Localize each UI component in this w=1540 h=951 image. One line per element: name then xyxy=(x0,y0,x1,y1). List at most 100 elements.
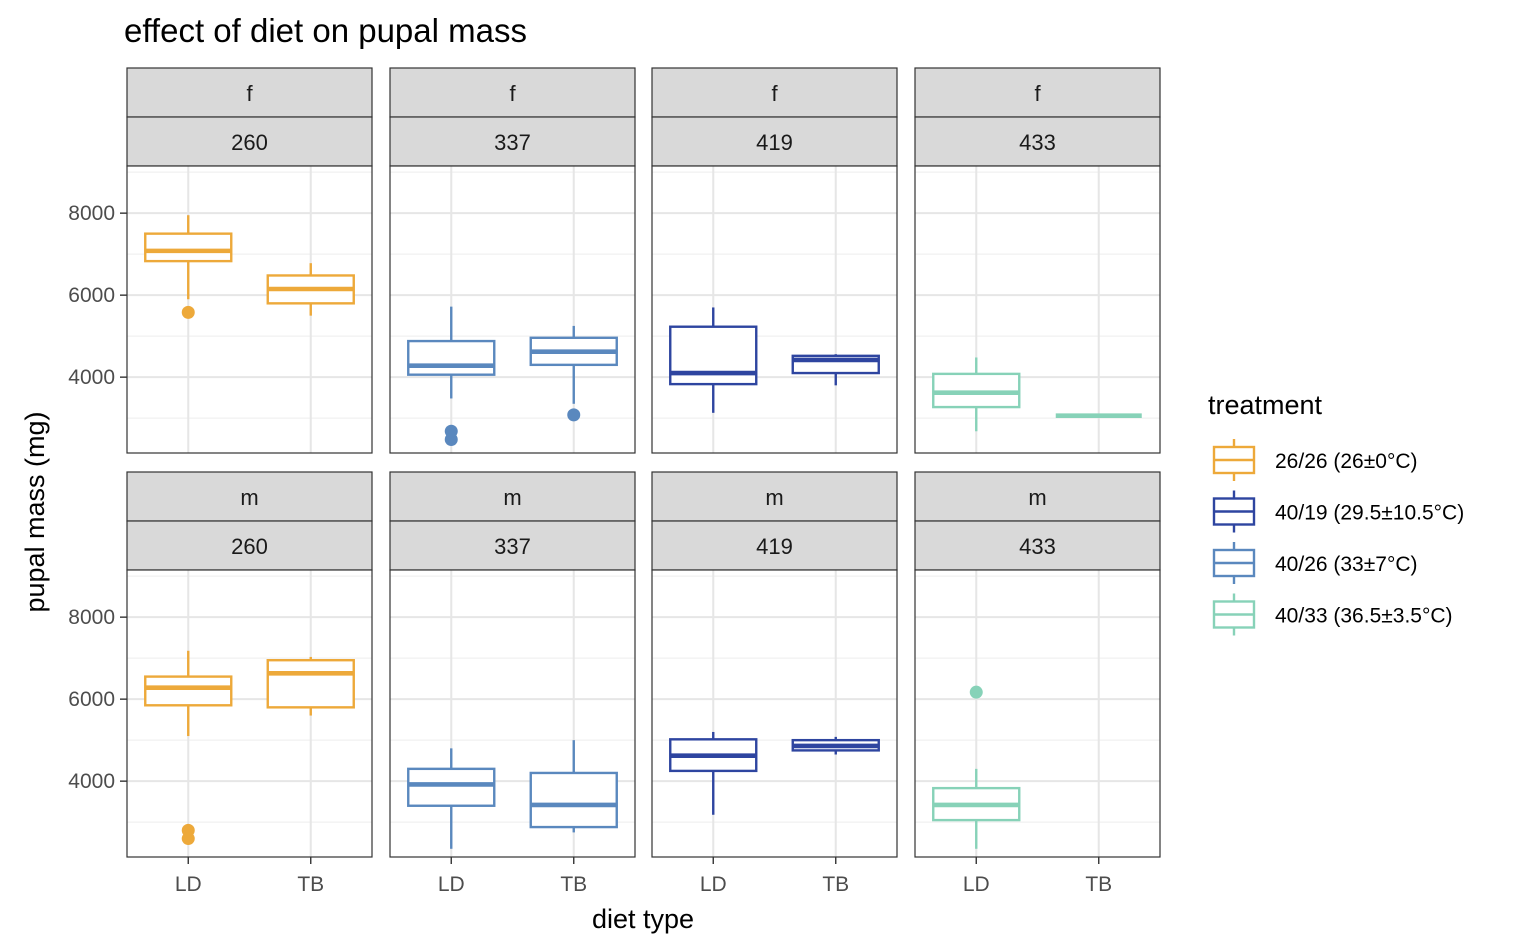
box-iqr xyxy=(144,675,233,707)
legend-label: 40/33 (36.5±3.5°C) xyxy=(1275,605,1453,628)
legend-label: 26/26 (26±0°C) xyxy=(1275,450,1418,473)
box-iqr xyxy=(529,771,618,829)
panel-m-433: m 433 xyxy=(914,471,1161,858)
strip-label-group: 433 xyxy=(1019,534,1056,559)
x-tick-label: LD xyxy=(700,873,727,896)
box-iqr xyxy=(669,325,758,386)
x-tick-label: LD xyxy=(175,873,202,896)
panel-border xyxy=(389,165,636,454)
strip-label-group: 260 xyxy=(231,534,268,559)
outlier-point xyxy=(444,432,458,446)
outlier-point xyxy=(969,685,983,699)
box-TB xyxy=(266,656,355,716)
box-LD xyxy=(407,748,496,849)
y-tick-label: 6000 xyxy=(68,284,115,307)
box-LD xyxy=(144,215,233,319)
legend: treatment 26/26 (26±0°C) 40/19 (29.5±10.5… xyxy=(1208,390,1464,636)
strip-label-sex: m xyxy=(1028,485,1046,510)
legend-label: 40/19 (29.5±10.5°C) xyxy=(1275,502,1464,525)
panel-m-419: m 419 xyxy=(651,471,898,858)
strip-label-group: 419 xyxy=(756,130,793,155)
panel-background xyxy=(652,570,897,857)
panel-border xyxy=(389,569,636,858)
x-axes: LD TB LD TB LD TB LD TB xyxy=(175,857,1112,896)
strip-bg xyxy=(914,67,1161,118)
strip-bg xyxy=(914,471,1161,522)
legend-entries: 26/26 (26±0°C) 40/19 (29.5±10.5°C) 40/26 (… xyxy=(1212,439,1464,636)
strip-label-sex: m xyxy=(503,485,521,510)
strip-label-sex: f xyxy=(771,81,778,106)
panel-background xyxy=(127,166,372,453)
panel-m-337: m 337 xyxy=(389,471,636,858)
box-TB xyxy=(529,325,618,422)
panel-f-419: f 419 xyxy=(651,67,898,454)
box-iqr xyxy=(407,339,496,376)
legend-title: treatment xyxy=(1208,390,1323,420)
x-tick-label: TB xyxy=(1085,873,1112,896)
panel-f-337: f 337 xyxy=(389,67,636,454)
x-tick-label: TB xyxy=(560,873,587,896)
panel-border xyxy=(126,569,373,858)
strip-label-group: 419 xyxy=(756,534,793,559)
legend-entry: 26/26 (26±0°C) xyxy=(1212,439,1418,481)
panel-border xyxy=(651,569,898,858)
strip-bg xyxy=(126,116,373,167)
box-iqr xyxy=(266,659,355,709)
box-TB xyxy=(791,354,880,386)
panel-border xyxy=(914,165,1161,454)
panel-background xyxy=(915,166,1160,453)
box-iqr xyxy=(407,767,496,807)
x-tick-label: LD xyxy=(438,873,465,896)
strip-bg xyxy=(389,67,636,118)
strip-bg xyxy=(651,116,898,167)
panel-f-260: f 260 xyxy=(126,67,373,454)
strip-bg xyxy=(914,520,1161,571)
panel-background xyxy=(390,166,635,453)
strip-bg xyxy=(389,520,636,571)
y-axes: 4000 6000 8000 4000 6000 8000 xyxy=(68,202,127,793)
box-LD xyxy=(932,357,1021,432)
strip-label-sex: f xyxy=(509,81,516,106)
box-LD xyxy=(144,650,233,846)
legend-entry: 40/26 (33±7°C) xyxy=(1212,542,1418,584)
strip-label-sex: m xyxy=(240,485,258,510)
y-axis-title: pupal mass (mg) xyxy=(20,411,50,612)
legend-label: 40/26 (33±7°C) xyxy=(1275,553,1418,576)
box-TB xyxy=(791,736,880,755)
strip-bg xyxy=(126,67,373,118)
strip-bg xyxy=(651,520,898,571)
strip-bg xyxy=(651,67,898,118)
panel-border xyxy=(914,569,1161,858)
facet-panels: f 260 f 337 f 419 f 433 m 260 m 337 m 419 m 433 xyxy=(126,67,1161,858)
outlier-point xyxy=(181,832,195,846)
x-tick-label: TB xyxy=(297,873,324,896)
y-tick-label: 8000 xyxy=(68,606,115,629)
outlier-point xyxy=(181,305,195,319)
x-tick-label: TB xyxy=(822,873,849,896)
strip-bg xyxy=(914,116,1161,167)
y-tick-label: 8000 xyxy=(68,202,115,225)
panel-border xyxy=(651,165,898,454)
strip-bg xyxy=(389,471,636,522)
y-tick-label: 6000 xyxy=(68,688,115,711)
x-tick-label: LD xyxy=(963,873,990,896)
box-TB xyxy=(529,740,618,833)
panel-background xyxy=(127,570,372,857)
y-tick-label: 4000 xyxy=(68,366,115,389)
box-LD xyxy=(669,307,758,413)
legend-entry: 40/33 (36.5±3.5°C) xyxy=(1212,593,1453,636)
strip-label-sex: f xyxy=(246,81,253,106)
box-iqr xyxy=(144,232,233,263)
strip-label-group: 433 xyxy=(1019,130,1056,155)
box-TB xyxy=(266,263,355,316)
strip-label-sex: f xyxy=(1034,81,1041,106)
strip-label-sex: m xyxy=(765,485,783,510)
panel-f-433: f 433 xyxy=(914,67,1161,454)
legend-entry: 40/19 (29.5±10.5°C) xyxy=(1212,490,1464,533)
chart-title: effect of diet on pupal mass xyxy=(124,12,527,49)
strip-bg xyxy=(651,471,898,522)
strip-label-group: 337 xyxy=(494,130,531,155)
panel-background xyxy=(652,166,897,453)
box-LD xyxy=(669,731,758,815)
